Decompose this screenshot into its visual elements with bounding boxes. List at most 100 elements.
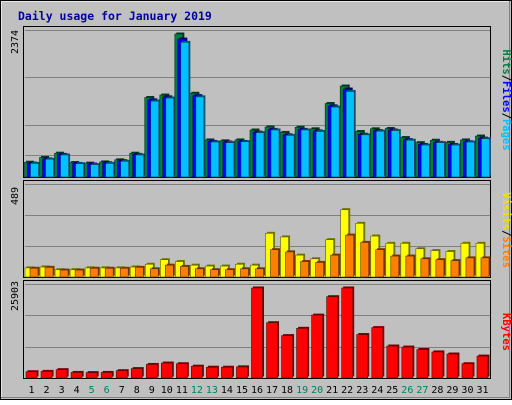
- middle-bar-sites-day-17: [270, 249, 279, 278]
- top-bar-pages-day-15: [240, 141, 250, 178]
- bottom-bar-kbytes-day-31: [476, 355, 489, 379]
- bottom-bar-kbytes-day-24: [371, 327, 384, 379]
- top-bar-pages-day-26: [406, 139, 415, 178]
- x-tick-label-day-26: 26: [401, 385, 413, 396]
- x-tick-label-day-17: 17: [266, 385, 278, 396]
- bottom-bar-kbytes-day-30: [461, 363, 474, 379]
- bottom-bar-kbytes-day-11: [176, 363, 188, 379]
- top-bar-pages-day-28: [436, 142, 445, 178]
- middle-bar-sites-day-27: [420, 258, 430, 278]
- middle-ymax-label: 489: [10, 187, 21, 205]
- bottom-bar-kbytes-day-26: [401, 346, 414, 379]
- top-bar-pages-day-1: [30, 163, 39, 178]
- middle-bar-sites-day-19: [300, 261, 309, 278]
- top-legend-item: /: [500, 75, 512, 81]
- top-bar-pages-day-25: [390, 130, 400, 178]
- bottom-bar-kbytes-day-5: [85, 372, 98, 379]
- x-tick-label-day-3: 3: [59, 385, 65, 396]
- x-tick-label-day-14: 14: [221, 385, 233, 396]
- x-tick-label-day-16: 16: [251, 385, 263, 396]
- top-bar-pages-day-12: [195, 96, 205, 178]
- bottom-bar-kbytes-day-1: [25, 371, 38, 379]
- bottom-bar-kbytes-day-18: [281, 335, 293, 379]
- bottom-bar-kbytes-day-21: [326, 296, 338, 379]
- middle-legend-item: Visits: [500, 192, 512, 230]
- x-tick-label-day-31: 31: [476, 385, 488, 396]
- x-tick-label-day-7: 7: [119, 385, 125, 396]
- middle-bar-sites-day-28: [435, 259, 445, 278]
- top-bar-pages-day-19: [300, 129, 310, 178]
- middle-bar-sites-day-3: [59, 269, 69, 278]
- bottom-legend-label: KBytes: [500, 313, 512, 351]
- top-bar-pages-day-31: [481, 138, 490, 178]
- bottom-bar-kbytes-day-8: [130, 368, 143, 379]
- middle-bar-sites-day-25: [390, 255, 400, 278]
- bottom-ymax-label: 25903: [10, 281, 21, 311]
- middle-bar-sites-day-29: [450, 260, 460, 278]
- x-tick-label-day-30: 30: [461, 385, 473, 396]
- middle-bar-sites-day-23: [360, 242, 370, 278]
- middle-bar-sites-day-15: [240, 268, 249, 278]
- x-tick-label-day-4: 4: [74, 385, 80, 396]
- bottom-bar-kbytes-day-15: [236, 366, 248, 379]
- middle-bar-sites-day-30: [465, 257, 475, 278]
- bottom-bar-kbytes-day-29: [446, 353, 459, 379]
- bottom-bar-kbytes-day-4: [70, 372, 83, 379]
- top-bar-pages-day-22: [345, 91, 355, 178]
- middle-legend-item: /: [500, 230, 512, 236]
- top-bar-pages-day-9: [150, 100, 160, 178]
- top-bar-pages-day-13: [210, 141, 220, 178]
- x-tick-label-day-5: 5: [89, 385, 95, 396]
- top-bar-pages-day-10: [165, 97, 175, 178]
- middle-bar-sites-day-2: [44, 267, 54, 278]
- top-bar-pages-day-20: [315, 131, 325, 178]
- top-bar-pages-day-3: [60, 154, 69, 178]
- x-tick-label-day-27: 27: [416, 385, 428, 396]
- middle-bar-sites-day-5: [89, 267, 99, 278]
- bottom-bar-kbytes-day-23: [356, 334, 369, 379]
- middle-bar-sites-day-22: [345, 234, 354, 278]
- x-tick-label-day-20: 20: [311, 385, 323, 396]
- top-bar-pages-day-5: [90, 164, 99, 178]
- top-bar-pages-day-27: [421, 144, 430, 178]
- middle-bar-sites-day-7: [119, 267, 129, 278]
- bottom-bar-kbytes-day-7: [115, 370, 128, 379]
- x-tick-label-day-9: 9: [149, 385, 155, 396]
- bottom-bar-kbytes-day-22: [341, 287, 353, 379]
- top-bar-pages-day-16: [255, 132, 265, 178]
- top-bar-pages-day-4: [75, 163, 84, 178]
- x-tick-label-day-12: 12: [191, 385, 203, 396]
- bottom-bar-kbytes-day-10: [161, 362, 173, 379]
- x-tick-label-day-24: 24: [371, 385, 383, 396]
- bottom-bar-kbytes-day-2: [40, 371, 53, 379]
- bottom-bar-kbytes-day-28: [431, 351, 444, 379]
- middle-bar-sites-day-21: [330, 254, 339, 278]
- bottom-bar-kbytes-day-9: [145, 364, 158, 379]
- bottom-bar-kbytes-day-3: [55, 369, 68, 379]
- x-tick-label-day-6: 6: [104, 385, 110, 396]
- top-bar-pages-day-23: [360, 134, 370, 178]
- top-bar-pages-day-30: [466, 141, 475, 178]
- top-ymax-label: 2374: [10, 30, 21, 54]
- bottom-bar-kbytes-day-6: [100, 372, 113, 379]
- x-tick-label-day-25: 25: [386, 385, 398, 396]
- middle-bar-sites-day-12: [195, 268, 204, 278]
- bottom-bar-kbytes-day-20: [311, 314, 323, 379]
- bottom-bar-kbytes-day-13: [206, 366, 218, 379]
- middle-bar-sites-day-1: [29, 267, 39, 278]
- x-tick-label-day-19: 19: [296, 385, 308, 396]
- top-bar-pages-day-18: [285, 135, 295, 178]
- top-bar-pages-day-21: [330, 106, 340, 178]
- middle-bar-sites-day-9: [149, 268, 159, 278]
- middle-bar-sites-day-6: [104, 267, 114, 278]
- chart-title: Daily usage for January 2019: [18, 9, 212, 23]
- bottom-bar-kbytes-day-27: [416, 349, 429, 379]
- x-tick-label-day-28: 28: [431, 385, 443, 396]
- top-legend-item: /: [500, 113, 512, 119]
- bottom-bar-kbytes-day-14: [221, 366, 233, 379]
- middle-bar-sites-day-20: [315, 262, 324, 278]
- top-bar-pages-day-14: [225, 142, 235, 178]
